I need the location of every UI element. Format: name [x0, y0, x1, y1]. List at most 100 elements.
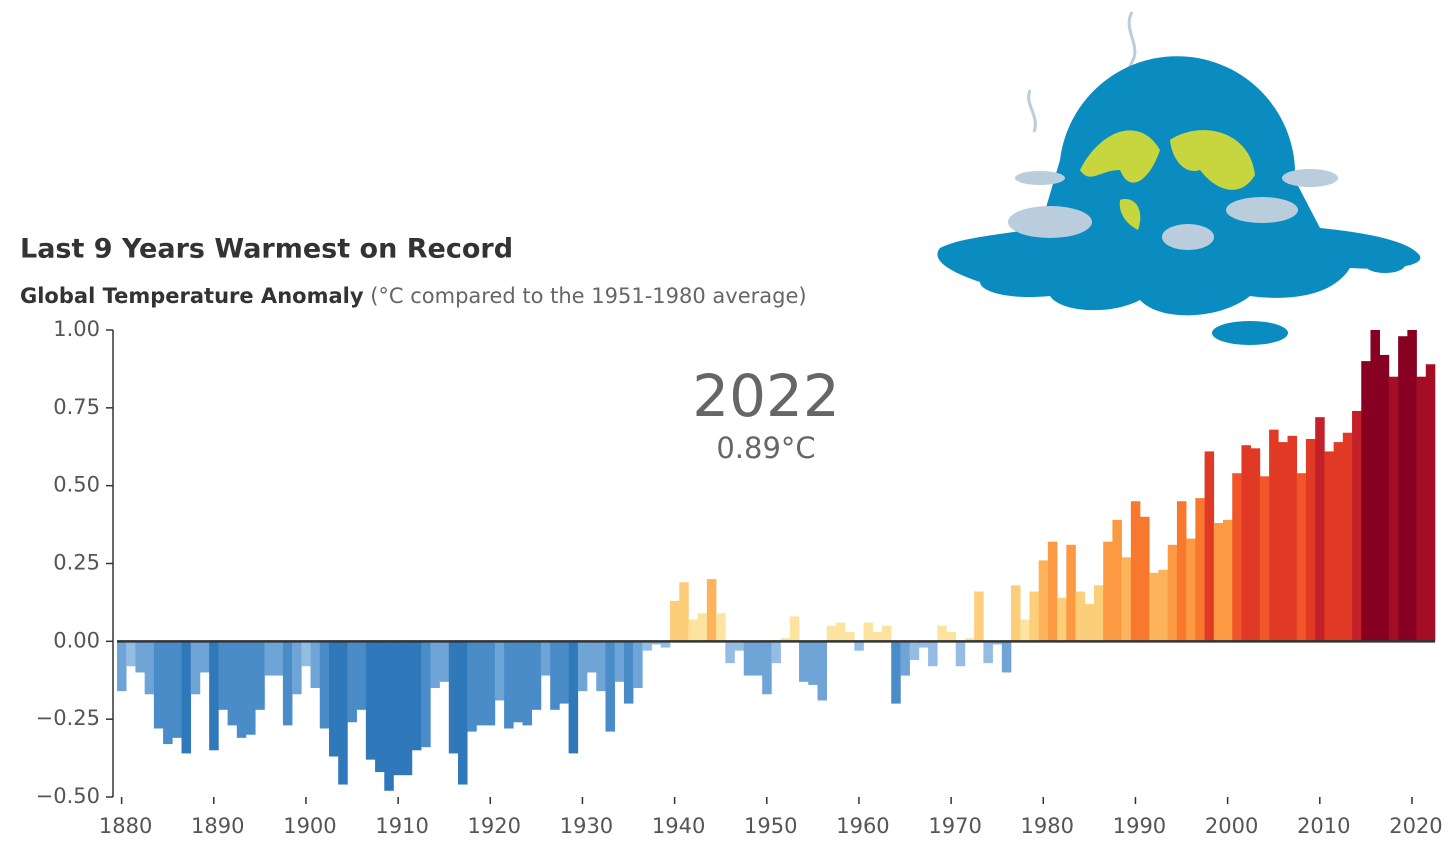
bar	[485, 641, 496, 726]
bar	[1370, 330, 1380, 642]
land	[1080, 130, 1160, 183]
x-tick-label: 1970	[928, 814, 981, 838]
puddle	[1212, 321, 1288, 345]
bar	[577, 641, 588, 692]
bar	[199, 641, 210, 673]
bar	[144, 641, 155, 695]
bar	[246, 641, 256, 735]
bar	[587, 641, 597, 673]
bar	[1342, 432, 1353, 642]
bar	[181, 641, 192, 754]
bar	[1001, 641, 1012, 673]
bar	[476, 641, 486, 726]
subtitle: (°C compared to the 1951-1980 average)	[370, 284, 806, 308]
bar	[1269, 429, 1279, 642]
bar	[347, 641, 357, 723]
bar	[780, 638, 791, 642]
bar	[1084, 603, 1095, 642]
bar	[1158, 569, 1169, 642]
bar	[411, 641, 422, 751]
bar	[402, 641, 413, 776]
bar	[550, 641, 560, 710]
bar	[1416, 376, 1427, 642]
bar	[1186, 538, 1196, 642]
cloud	[1282, 169, 1338, 187]
bar	[338, 641, 348, 785]
bar	[504, 641, 514, 729]
bar	[1093, 585, 1104, 642]
bar	[458, 641, 468, 785]
bar	[752, 641, 763, 676]
bar	[623, 641, 634, 704]
x-tick-label: 1960	[836, 814, 889, 838]
chart-title: Last 9 Years Warmest on Record	[20, 234, 513, 265]
bar	[928, 641, 938, 667]
chart-subtitle: Global Temperature Anomaly (°C compared …	[20, 284, 807, 308]
bar	[688, 619, 698, 642]
bar	[983, 641, 993, 664]
bar	[163, 641, 173, 745]
bar	[1011, 585, 1021, 642]
bar	[218, 641, 228, 710]
bar	[716, 613, 726, 642]
bar	[734, 641, 745, 651]
y-tick-label: 1.00	[53, 317, 100, 341]
bar	[135, 641, 145, 673]
x-tick-label: 1990	[1113, 814, 1166, 838]
bar	[513, 641, 523, 723]
subtitle-bold: Global Temperature Anomaly	[20, 284, 364, 308]
bar	[494, 641, 505, 701]
x-tick-label: 1940	[652, 814, 705, 838]
land	[1170, 130, 1255, 190]
bar	[393, 641, 404, 776]
bar	[697, 613, 708, 642]
bar	[522, 641, 533, 726]
bar	[1204, 451, 1215, 642]
bar	[236, 641, 247, 738]
bar	[937, 625, 947, 642]
bar	[292, 641, 302, 695]
bar	[172, 641, 182, 738]
annotation-year: 2022	[692, 362, 840, 430]
bar	[817, 641, 827, 701]
bar	[1361, 361, 1371, 642]
y-tick-label: 0.75	[53, 395, 100, 419]
illustration	[937, 11, 1421, 345]
bar	[1241, 445, 1251, 642]
bar	[310, 641, 321, 689]
cloud	[1162, 224, 1214, 250]
bar	[153, 641, 164, 729]
bar	[835, 622, 846, 642]
bar	[190, 641, 201, 695]
bar	[789, 616, 800, 642]
steam	[1027, 89, 1037, 133]
x-tick-label: 2000	[1205, 814, 1258, 838]
bar	[614, 641, 625, 682]
bar	[531, 641, 542, 710]
x-tick-label: 1980	[1021, 814, 1074, 838]
bar	[974, 591, 984, 642]
x-tick-label: 2020	[1389, 814, 1442, 838]
x-tick-label: 1900	[283, 814, 336, 838]
bar	[430, 641, 440, 689]
bar	[126, 641, 136, 667]
bar	[1278, 442, 1288, 642]
x-tick-label: 1880	[99, 814, 152, 838]
bar	[255, 641, 265, 710]
bar	[1130, 501, 1141, 642]
land	[1119, 199, 1141, 230]
bar	[909, 641, 920, 661]
bar	[1305, 438, 1316, 642]
puddle	[1365, 257, 1405, 273]
bar	[1075, 591, 1086, 642]
bar	[1112, 519, 1122, 642]
bar	[1315, 417, 1325, 642]
bar	[264, 641, 274, 676]
bar	[743, 641, 754, 676]
bar	[863, 622, 874, 642]
bar	[670, 600, 680, 642]
x-tick-label: 1950	[744, 814, 797, 838]
bar	[448, 641, 459, 754]
bar	[209, 641, 219, 751]
